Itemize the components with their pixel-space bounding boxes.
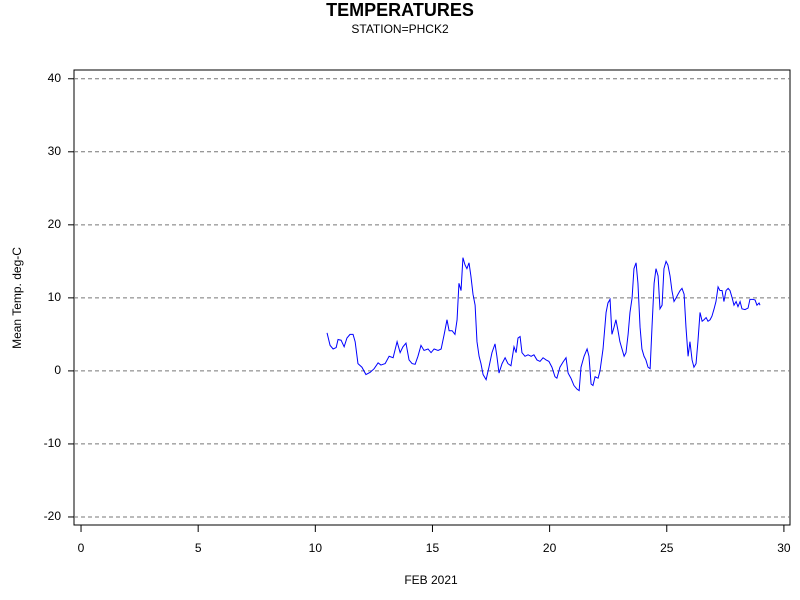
y-tick-label: -10	[44, 436, 62, 450]
chart-title: TEMPERATURES	[326, 0, 474, 20]
y-tick-label: 30	[48, 144, 62, 158]
y-tick-label: 10	[48, 290, 62, 304]
x-axis-label: FEB 2021	[404, 573, 458, 587]
y-tick-label: 0	[54, 363, 61, 377]
y-tick-label: -20	[44, 509, 62, 523]
x-tick-label: 25	[660, 541, 674, 555]
y-tick-label: 20	[48, 217, 62, 231]
temperature-line	[326, 257, 761, 392]
chart-subtitle: STATION=PHCK2	[351, 22, 449, 36]
y-axis-label: Mean Temp. deg-C	[10, 247, 24, 349]
x-tick-label: 0	[78, 541, 85, 555]
y-tick-label: 40	[48, 71, 62, 85]
x-tick-label: 5	[195, 541, 202, 555]
x-tick-label: 10	[309, 541, 323, 555]
x-tick-label: 30	[777, 541, 791, 555]
x-tick-label: 20	[543, 541, 557, 555]
x-tick-label: 15	[426, 541, 440, 555]
